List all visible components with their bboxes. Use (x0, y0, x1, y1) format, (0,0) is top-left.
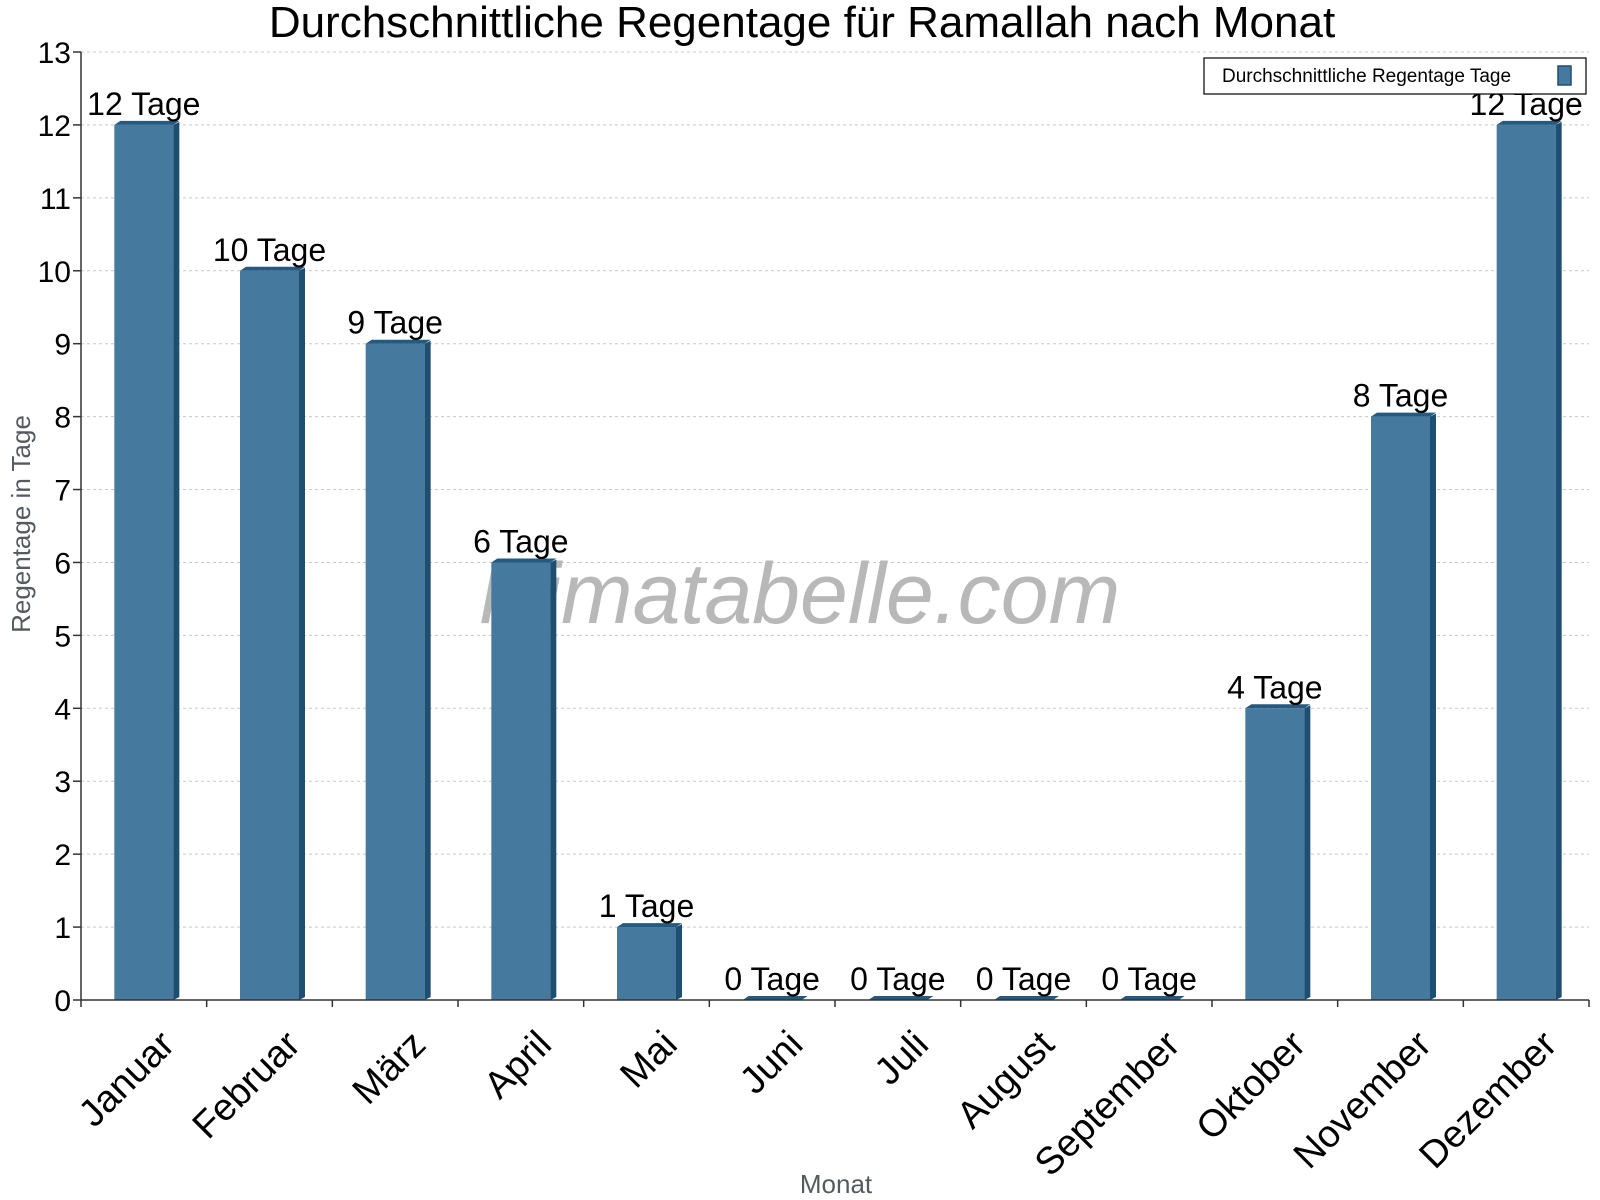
legend: Durchschnittliche Regentage Tage (1203, 57, 1587, 95)
watermark-text: klimatabelle.com (480, 546, 1120, 642)
bar-top (1119, 996, 1185, 1000)
y-tick-label: 6 (54, 547, 71, 580)
bar-front (1371, 416, 1430, 1001)
bar (491, 558, 557, 1000)
data-label: 10 Tage (213, 232, 326, 268)
bar (1119, 996, 1185, 1000)
y-tick-label: 7 (54, 475, 71, 508)
x-tick-label: März (345, 1023, 434, 1112)
x-axis-label: Monat (800, 1169, 873, 1199)
data-labels: 12 Tage 10 Tage 9 Tage 6 Tage 1 Tage 0 Tage 0 … (87, 86, 1583, 997)
x-tick-label: Juli (867, 1023, 937, 1093)
axes (73, 51, 1590, 1007)
bar-front (491, 562, 551, 1000)
bar-top (868, 996, 934, 1000)
bar-front (365, 343, 425, 1000)
grid-lines (81, 51, 1589, 928)
bar-side (1430, 413, 1436, 1001)
bar-top (1496, 120, 1562, 125)
x-tick-label: Januar (71, 1023, 183, 1135)
data-label: 8 Tage (1353, 378, 1449, 414)
bar (240, 266, 305, 1000)
y-axis-label: Regentage in Tage (6, 415, 36, 633)
bar-top (1371, 412, 1436, 417)
y-tick-label: 12 (38, 110, 71, 143)
bar-front (1496, 124, 1556, 1000)
data-label: 12 Tage (87, 86, 200, 122)
y-tick-label: 5 (54, 620, 71, 653)
bar-side (1555, 121, 1562, 1000)
y-tick-label: 11 (40, 183, 71, 216)
data-label: 0 Tage (850, 961, 946, 997)
bar-top (114, 120, 180, 125)
bar (617, 923, 682, 1000)
bar (742, 996, 808, 1000)
bar-side (299, 267, 305, 1000)
data-label: 9 Tage (347, 305, 443, 341)
data-label: 0 Tage (724, 961, 820, 997)
bar-side (173, 121, 180, 1000)
bar-top (491, 558, 557, 563)
y-tick-label: 3 (54, 766, 71, 799)
legend-label: Durchschnittliche Regentage Tage (1222, 66, 1511, 87)
legend-swatch (1557, 65, 1572, 86)
bar-side (676, 924, 682, 1000)
bar-top (742, 996, 808, 1000)
y-tick-label: 1 (54, 912, 71, 945)
y-tick-label: 10 (38, 256, 71, 289)
bar (1245, 704, 1311, 1000)
bar (1371, 412, 1436, 1001)
legend-box (1203, 57, 1587, 95)
y-tick-label: 8 (54, 402, 71, 435)
bar-front (240, 270, 299, 1000)
data-label: 0 Tage (976, 961, 1072, 997)
bar-top (240, 266, 305, 271)
x-tick-labels: Januar Februar März April Mai Juni Juli AugustS… (71, 1023, 1565, 1184)
bar (994, 996, 1059, 1000)
y-tick-label: 2 (54, 839, 71, 872)
data-label: 1 Tage (599, 888, 695, 924)
chart-title: Durchschnittliche Regentage für Ramallah… (269, 0, 1335, 47)
x-tick-label: August (949, 1023, 1063, 1137)
data-label: 0 Tage (1101, 961, 1197, 997)
x-tick-label: Dezember (1412, 1023, 1566, 1177)
bar-front (114, 124, 174, 1000)
x-tick-label: Februar (185, 1023, 309, 1147)
y-tick-label: 9 (54, 329, 71, 362)
x-tick-label: Oktober (1189, 1023, 1315, 1149)
x-tick-label: April (476, 1023, 559, 1106)
y-tick-label: 13 (38, 37, 71, 70)
bar-side (424, 340, 431, 1000)
bar (868, 996, 934, 1000)
bar-side (550, 559, 557, 1000)
y-tick-label: 0 (54, 985, 71, 1018)
data-label: 4 Tage (1227, 669, 1323, 705)
bar (114, 120, 180, 1000)
data-label: 6 Tage (473, 523, 569, 559)
bar-top (365, 339, 431, 344)
x-tick-label: Juni (732, 1023, 811, 1102)
bar-side (1304, 705, 1311, 1000)
bar-front (617, 927, 676, 1000)
x-tick-label: November (1286, 1023, 1440, 1177)
bar-series (114, 120, 1562, 1001)
bar-top (1245, 704, 1311, 709)
bar-top (994, 996, 1059, 1000)
bar (365, 339, 431, 1000)
y-tick-label: 4 (54, 693, 71, 726)
bar (1496, 120, 1562, 1000)
bar-top (617, 923, 682, 928)
bar-front (1245, 708, 1305, 1000)
x-tick-label: Mai (613, 1023, 686, 1096)
